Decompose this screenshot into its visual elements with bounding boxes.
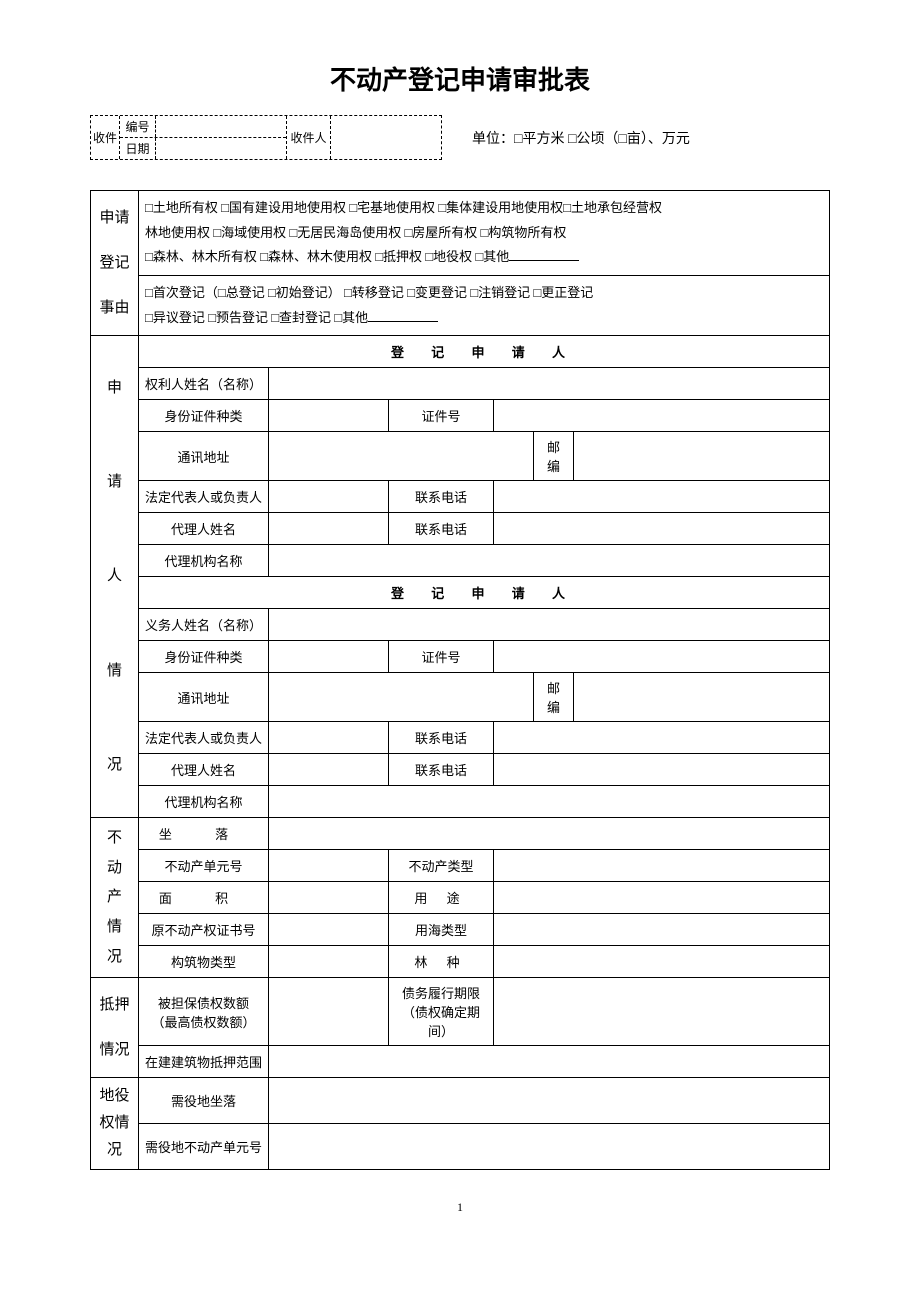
phone-label-2b: 联系电话 — [389, 754, 494, 786]
prop-type-label: 不动产类型 — [389, 850, 494, 882]
constr-scope-value[interactable] — [269, 1046, 830, 1078]
id-type-label-2: 身份证件种类 — [139, 641, 269, 673]
receive-label: 收件 — [91, 116, 120, 159]
easement-section-label: 地役权情况 — [91, 1078, 139, 1170]
constr-scope-label: 在建建筑物抵押范围 — [139, 1046, 269, 1078]
prop-type-value[interactable] — [494, 850, 830, 882]
area-label: 面 积 — [139, 882, 269, 914]
agent-name-value-1[interactable] — [269, 513, 389, 545]
header-row: 收件 编号 日期 收件人 单位：□平方米 □公顷（□亩）、万元 — [90, 115, 830, 160]
serv-loc-label: 需役地坐落 — [139, 1078, 269, 1124]
legal-rep-label-1: 法定代表人或负责人 — [139, 481, 269, 513]
page-title: 不动产登记申请审批表 — [90, 60, 830, 97]
location-label: 坐 落 — [139, 818, 269, 850]
obligor-name-label: 义务人姓名（名称） — [139, 609, 269, 641]
page-number: 1 — [90, 1200, 830, 1215]
receiver-value[interactable] — [331, 116, 441, 159]
id-no-label-2: 证件号 — [389, 641, 494, 673]
agent-name-label-1: 代理人姓名 — [139, 513, 269, 545]
debt-period-value[interactable] — [494, 978, 830, 1046]
phone-value-2a[interactable] — [494, 722, 830, 754]
debt-period-label: 债务履行期限 （债权确定期间） — [389, 978, 494, 1046]
agent-name-value-2[interactable] — [269, 754, 389, 786]
number-label: 编号 — [120, 116, 156, 137]
sea-type-value[interactable] — [494, 914, 830, 946]
struct-type-label: 构筑物类型 — [139, 946, 269, 978]
property-section-label: 不 动 产 情 况 — [91, 818, 139, 978]
address-value-1[interactable] — [269, 432, 534, 481]
postcode-value-2[interactable] — [574, 673, 830, 722]
struct-type-value[interactable] — [269, 946, 389, 978]
phone-value-2b[interactable] — [494, 754, 830, 786]
phone-value-1a[interactable] — [494, 481, 830, 513]
id-type-value-2[interactable] — [269, 641, 389, 673]
postcode-value-1[interactable] — [574, 432, 830, 481]
unit-text: 单位：□平方米 □公顷（□亩）、万元 — [452, 128, 830, 148]
id-no-value-1[interactable] — [494, 400, 830, 432]
applicant-section-label: 申 请 人 情 况 — [91, 336, 139, 818]
orig-cert-value[interactable] — [269, 914, 389, 946]
serv-unit-no-value[interactable] — [269, 1124, 830, 1170]
unit-no-value[interactable] — [269, 850, 389, 882]
unit-no-label: 不动产单元号 — [139, 850, 269, 882]
serv-unit-no-label: 需役地不动产单元号 — [139, 1124, 269, 1170]
agent-org-label-1: 代理机构名称 — [139, 545, 269, 577]
forest-type-value[interactable] — [494, 946, 830, 978]
address-value-2[interactable] — [269, 673, 534, 722]
number-value[interactable] — [156, 116, 286, 137]
serv-loc-value[interactable] — [269, 1078, 830, 1124]
receiver-label: 收件人 — [287, 116, 331, 159]
sea-type-label: 用海类型 — [389, 914, 494, 946]
id-no-value-2[interactable] — [494, 641, 830, 673]
date-value[interactable] — [156, 138, 286, 159]
agent-org-value-2[interactable] — [269, 786, 830, 818]
address-label-1: 通讯地址 — [139, 432, 269, 481]
secured-amount-label: 被担保债权数额 （最高债权数额） — [139, 978, 269, 1046]
address-label-2: 通讯地址 — [139, 673, 269, 722]
secured-amount-value[interactable] — [269, 978, 389, 1046]
reason-regtype: □首次登记（□总登记 □初始登记） □转移登记 □变更登记 □注销登记 □更正登… — [139, 276, 830, 336]
phone-label-1b: 联系电话 — [389, 513, 494, 545]
date-label: 日期 — [120, 138, 156, 159]
obligor-name-value[interactable] — [269, 609, 830, 641]
reason-section-label: 申请登记事由 — [91, 191, 139, 336]
id-no-label-1: 证件号 — [389, 400, 494, 432]
forest-type-label: 林 种 — [389, 946, 494, 978]
legal-rep-label-2: 法定代表人或负责人 — [139, 722, 269, 754]
location-value[interactable] — [269, 818, 830, 850]
applicant-header-1: 登 记 申 请 人 — [139, 336, 830, 368]
applicant-header-2: 登 记 申 请 人 — [139, 577, 830, 609]
area-value[interactable] — [269, 882, 389, 914]
id-type-value-1[interactable] — [269, 400, 389, 432]
main-form-table: 申请登记事由 □土地所有权 □国有建设用地使用权 □宅基地使用权 □集体建设用地… — [90, 190, 830, 1170]
agent-org-value-1[interactable] — [269, 545, 830, 577]
postcode-label-1: 邮 编 — [534, 432, 574, 481]
orig-cert-label: 原不动产权证书号 — [139, 914, 269, 946]
use-value[interactable] — [494, 882, 830, 914]
id-type-label-1: 身份证件种类 — [139, 400, 269, 432]
receive-block: 收件 编号 日期 收件人 — [90, 115, 442, 160]
rights-holder-name-value[interactable] — [269, 368, 830, 400]
agent-name-label-2: 代理人姓名 — [139, 754, 269, 786]
phone-value-1b[interactable] — [494, 513, 830, 545]
use-label: 用 途 — [389, 882, 494, 914]
phone-label-1a: 联系电话 — [389, 481, 494, 513]
legal-rep-value-1[interactable] — [269, 481, 389, 513]
postcode-label-2: 邮 编 — [534, 673, 574, 722]
legal-rep-value-2[interactable] — [269, 722, 389, 754]
reason-rights: □土地所有权 □国有建设用地使用权 □宅基地使用权 □集体建设用地使用权□土地承… — [139, 191, 830, 276]
agent-org-label-2: 代理机构名称 — [139, 786, 269, 818]
mortgage-section-label: 抵押情况 — [91, 978, 139, 1078]
phone-label-2a: 联系电话 — [389, 722, 494, 754]
rights-holder-name-label: 权利人姓名（名称） — [139, 368, 269, 400]
